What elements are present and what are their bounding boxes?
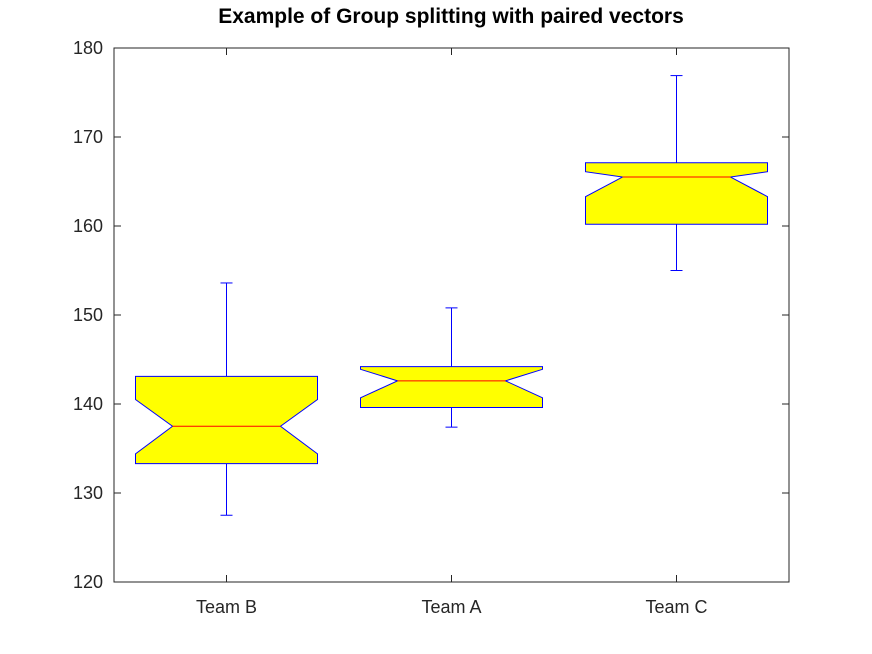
x-tick-label: Team C — [645, 597, 707, 617]
y-tick-label: 130 — [73, 483, 103, 503]
y-tick-label: 180 — [73, 38, 103, 58]
notched-box — [585, 162, 768, 225]
y-tick-label: 120 — [73, 572, 103, 592]
y-tick-label: 170 — [73, 127, 103, 147]
x-tick-label: Team A — [421, 597, 481, 617]
y-tick-label: 160 — [73, 216, 103, 236]
plot-area: 120 130 140 150 160 170 180 Team B Team A Team C — [73, 38, 790, 617]
chart-title: Example of Group splitting with paired v… — [218, 5, 684, 28]
x-tick-label: Team B — [196, 597, 257, 617]
notched-box — [360, 366, 543, 409]
notched-box — [135, 375, 318, 465]
y-tick-label: 140 — [73, 394, 103, 414]
y-tick-label: 150 — [73, 305, 103, 325]
